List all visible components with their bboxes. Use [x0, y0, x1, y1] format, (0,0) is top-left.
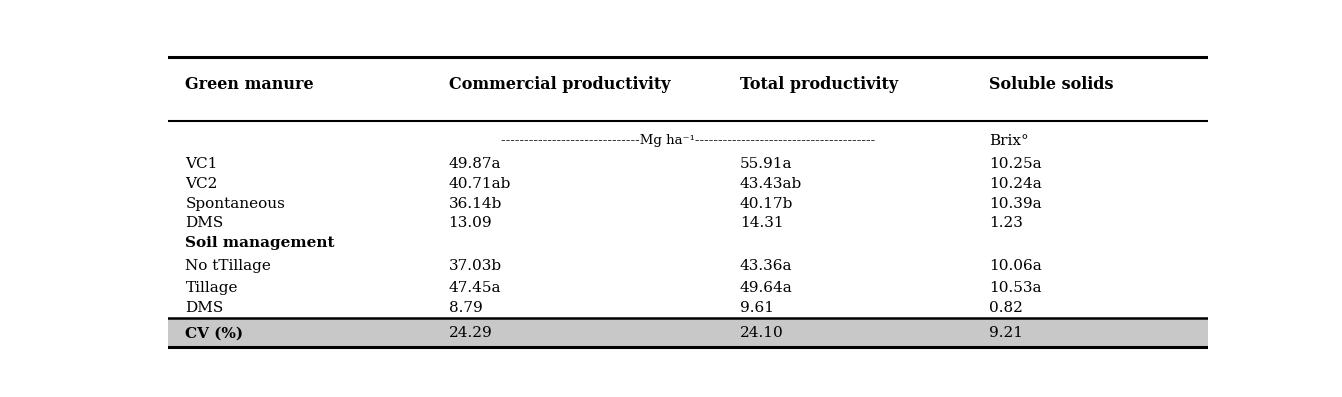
Text: Green manure: Green manure	[185, 76, 314, 93]
Text: 0.82: 0.82	[989, 301, 1023, 315]
Text: Spontaneous: Spontaneous	[185, 197, 286, 210]
Bar	[168, 318, 1208, 347]
Text: DMS: DMS	[185, 301, 224, 315]
Text: Tillage: Tillage	[185, 281, 238, 295]
Text: VC2: VC2	[185, 177, 217, 191]
Text: 55.91a: 55.91a	[739, 157, 792, 171]
Text: Commercial productivity: Commercial productivity	[448, 76, 670, 93]
Text: 10.39a: 10.39a	[989, 197, 1041, 210]
Text: 9.21: 9.21	[989, 326, 1024, 341]
Text: VC1: VC1	[185, 157, 217, 171]
Text: Soil management: Soil management	[185, 236, 336, 250]
Text: 10.53a: 10.53a	[989, 281, 1041, 295]
Text: 10.25a: 10.25a	[989, 157, 1041, 171]
Text: DMS: DMS	[185, 216, 224, 230]
Text: No tTillage: No tTillage	[185, 259, 271, 273]
Text: Total productivity: Total productivity	[739, 76, 898, 93]
Text: 37.03b: 37.03b	[448, 259, 502, 273]
Text: 14.31: 14.31	[739, 216, 784, 230]
Text: 47.45a: 47.45a	[448, 281, 501, 295]
Text: 43.36a: 43.36a	[739, 259, 792, 273]
Text: 40.71ab: 40.71ab	[448, 177, 511, 191]
Text: 13.09: 13.09	[448, 216, 493, 230]
Text: CV (%): CV (%)	[185, 326, 243, 341]
Text: 10.06a: 10.06a	[989, 259, 1043, 273]
Text: 49.64a: 49.64a	[739, 281, 793, 295]
Text: 40.17b: 40.17b	[739, 197, 793, 210]
Text: Brix°: Brix°	[989, 134, 1029, 148]
Text: ------------------------------Mg ha⁻¹---------------------------------------: ------------------------------Mg ha⁻¹---…	[501, 134, 875, 147]
Text: 49.87a: 49.87a	[448, 157, 501, 171]
Text: 24.29: 24.29	[448, 326, 493, 341]
Text: 24.10: 24.10	[739, 326, 784, 341]
Text: 1.23: 1.23	[989, 216, 1023, 230]
Text: Soluble solids: Soluble solids	[989, 76, 1114, 93]
Text: 43.43ab: 43.43ab	[739, 177, 803, 191]
Text: 36.14b: 36.14b	[448, 197, 502, 210]
Text: 10.24a: 10.24a	[989, 177, 1043, 191]
Text: 8.79: 8.79	[448, 301, 482, 315]
Text: 9.61: 9.61	[739, 301, 774, 315]
